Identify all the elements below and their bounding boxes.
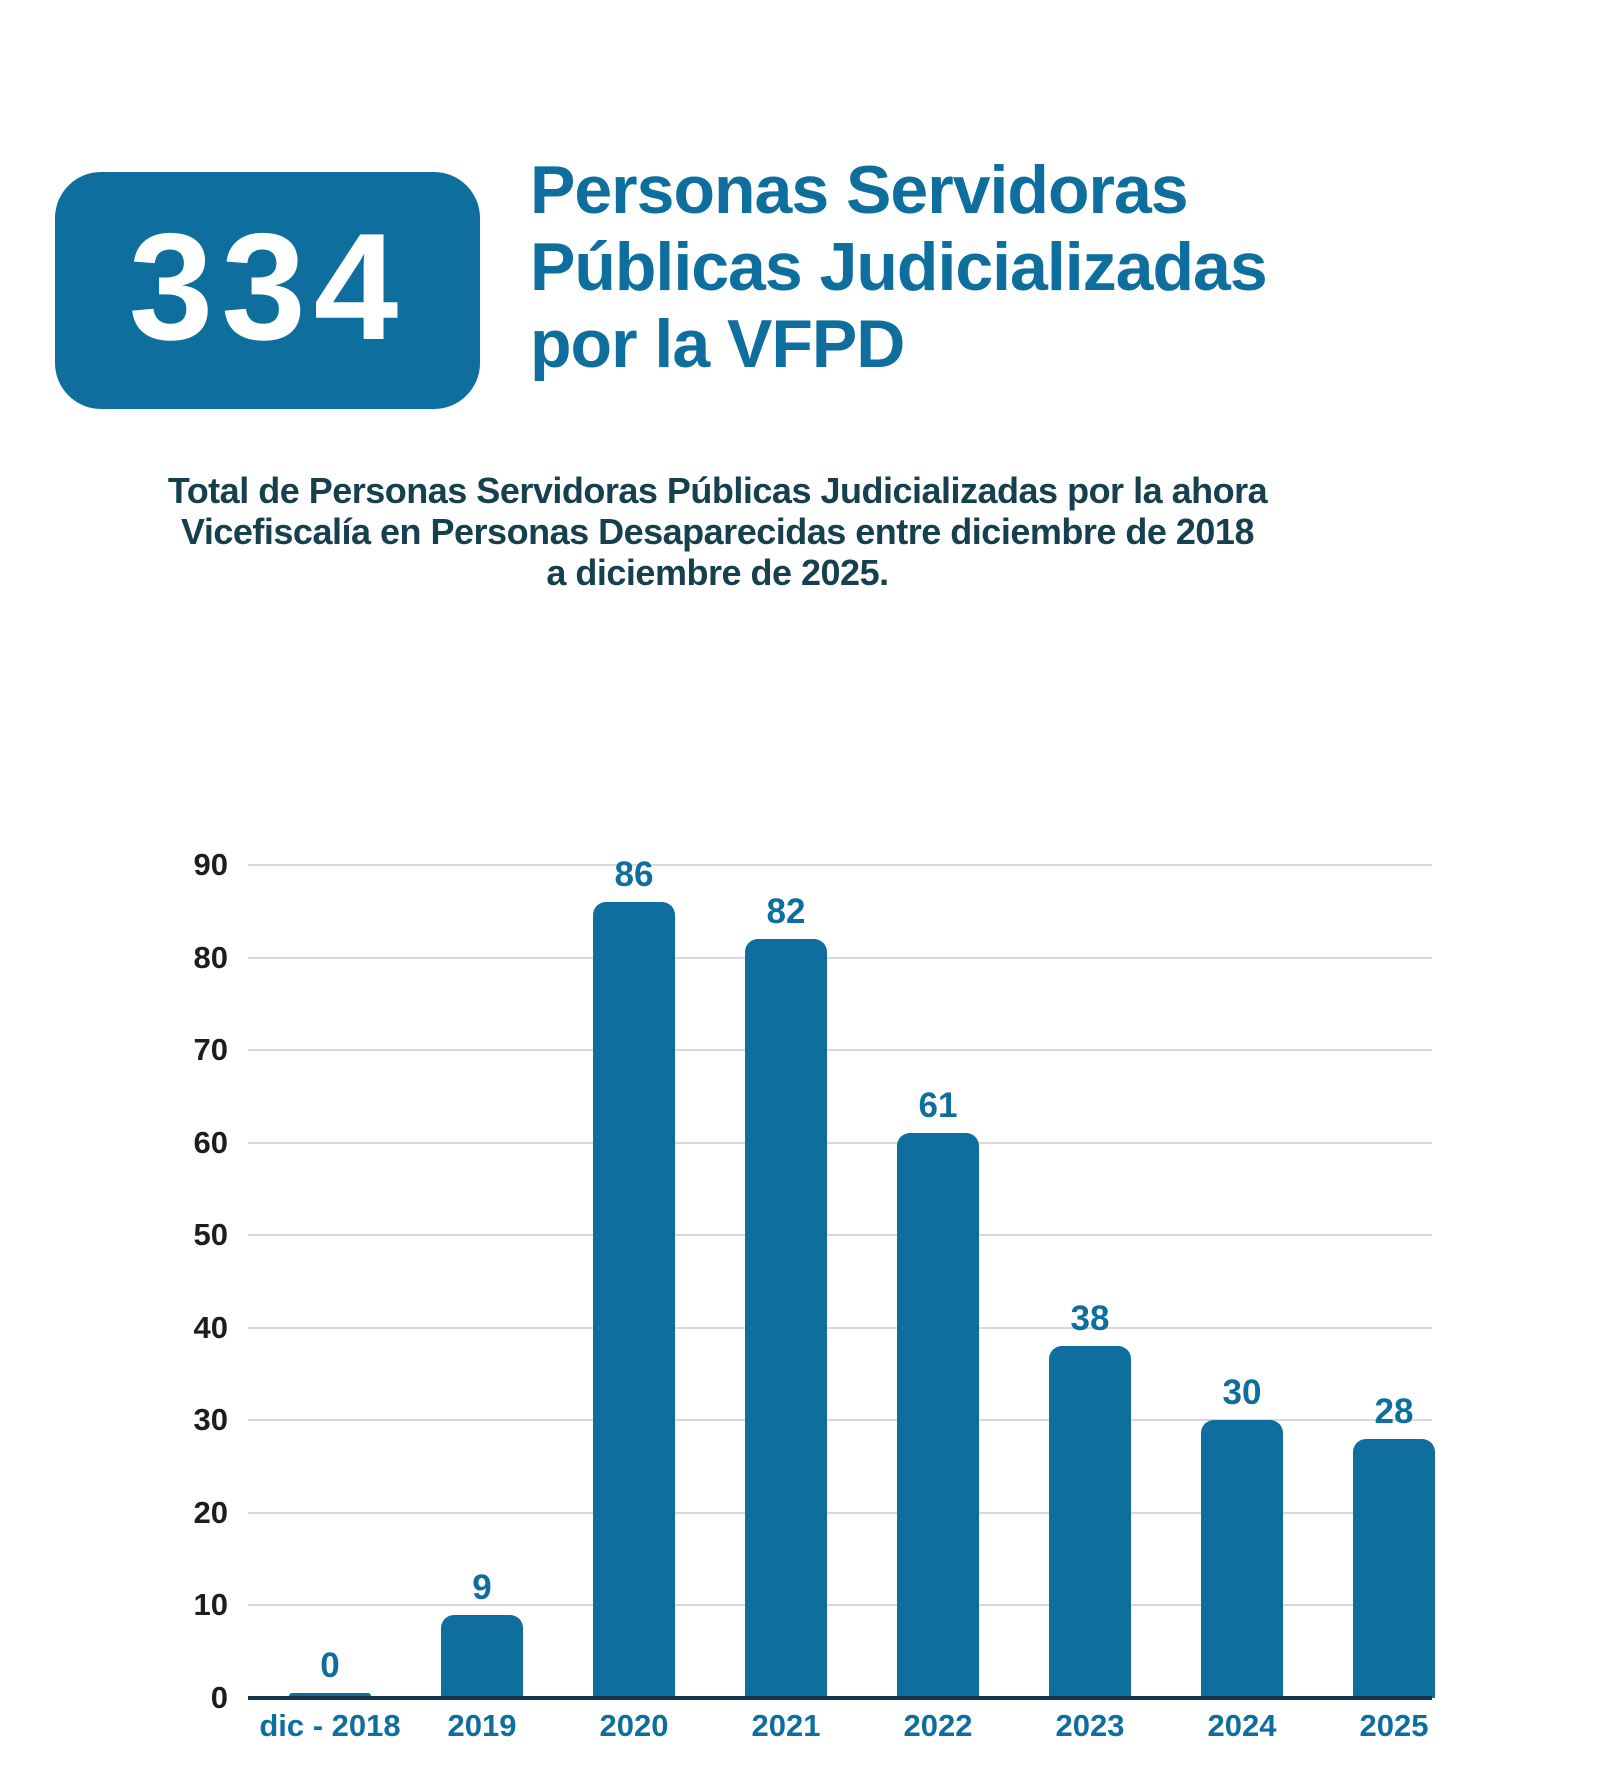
x-tick-label-2024: 2024 <box>1207 1708 1277 1743</box>
y-tick-label-0: 0 <box>210 1680 228 1715</box>
y-tick-label-40: 40 <box>193 1309 228 1345</box>
gridline-70 <box>248 1049 1432 1052</box>
x-tick-label-dic - 2018: dic - 2018 <box>259 1708 401 1743</box>
bar-2025 <box>1353 1438 1435 1698</box>
gridline-50 <box>248 1234 1432 1237</box>
bar-chart: 0 10 20 30 40 50 60 70 80 90 0 dic - 2018 9 2019 86 202… <box>194 847 1435 1741</box>
gridline-40 <box>248 1326 1432 1329</box>
bar-value-label-2022: 61 <box>918 1086 958 1126</box>
bar-value-label-2021: 82 <box>766 892 806 932</box>
bar-value-label-dic - 2018: 0 <box>320 1646 340 1685</box>
x-tick-label-2022: 2022 <box>903 1708 973 1743</box>
bar-2020 <box>593 902 675 1698</box>
gridline-80 <box>248 956 1432 959</box>
bar-value-label-2023: 38 <box>1070 1299 1110 1339</box>
x-tick-label-2025: 2025 <box>1359 1708 1429 1743</box>
y-tick-label-30: 30 <box>193 1402 228 1438</box>
page-title-line-3: por la VFPD <box>530 306 905 382</box>
chart-subtitle: Total de Personas Servidoras Públicas Ju… <box>90 470 1345 593</box>
chart-subtitle-line-3: a diciembre de 2025. <box>546 552 889 593</box>
chart-subtitle-line-1: Total de Personas Servidoras Públicas Ju… <box>167 470 1268 511</box>
bar-value-label-2020: 86 <box>614 855 654 895</box>
page-title-line-1: Personas Servidoras <box>530 152 1189 228</box>
bar-2024 <box>1201 1420 1283 1698</box>
x-tick-label-2021: 2021 <box>751 1708 821 1743</box>
bar-2021 <box>745 939 827 1698</box>
y-tick-label-60: 60 <box>193 1124 228 1160</box>
y-tick-label-10: 10 <box>193 1587 228 1623</box>
bar-value-label-2025: 28 <box>1374 1391 1414 1431</box>
y-tick-label-90: 90 <box>193 847 228 882</box>
bar-2022 <box>897 1133 979 1698</box>
bar-dic - 2018 <box>289 1693 371 1698</box>
y-tick-label-20: 20 <box>193 1494 228 1530</box>
x-tick-label-2019: 2019 <box>447 1708 517 1743</box>
bar-value-label-2024: 30 <box>1222 1373 1262 1413</box>
gridline-30 <box>248 1419 1432 1422</box>
gridline-10 <box>248 1604 1432 1607</box>
page-title: Personas Servidoras Públicas Judicializa… <box>530 152 1490 383</box>
gridline-60 <box>248 1141 1432 1144</box>
gridline-20 <box>248 1511 1432 1514</box>
bar-2023 <box>1049 1346 1131 1698</box>
bar-value-label-2019: 9 <box>472 1567 492 1607</box>
x-tick-label-2023: 2023 <box>1055 1708 1125 1743</box>
y-tick-label-70: 70 <box>193 1032 228 1068</box>
y-tick-label-50: 50 <box>193 1217 228 1253</box>
x-axis-line <box>248 1696 1432 1700</box>
page-title-line-2: Públicas Judicializadas <box>530 229 1268 305</box>
bar-2019 <box>441 1614 523 1698</box>
total-badge-value: 334 <box>128 201 407 372</box>
x-tick-label-2020: 2020 <box>599 1708 669 1743</box>
gridline-90 <box>248 864 1432 866</box>
y-tick-label-80: 80 <box>193 939 228 975</box>
total-badge: 334 <box>55 172 480 409</box>
chart-subtitle-line-2: Vicefiscalía en Personas Desaparecidas e… <box>181 511 1254 552</box>
